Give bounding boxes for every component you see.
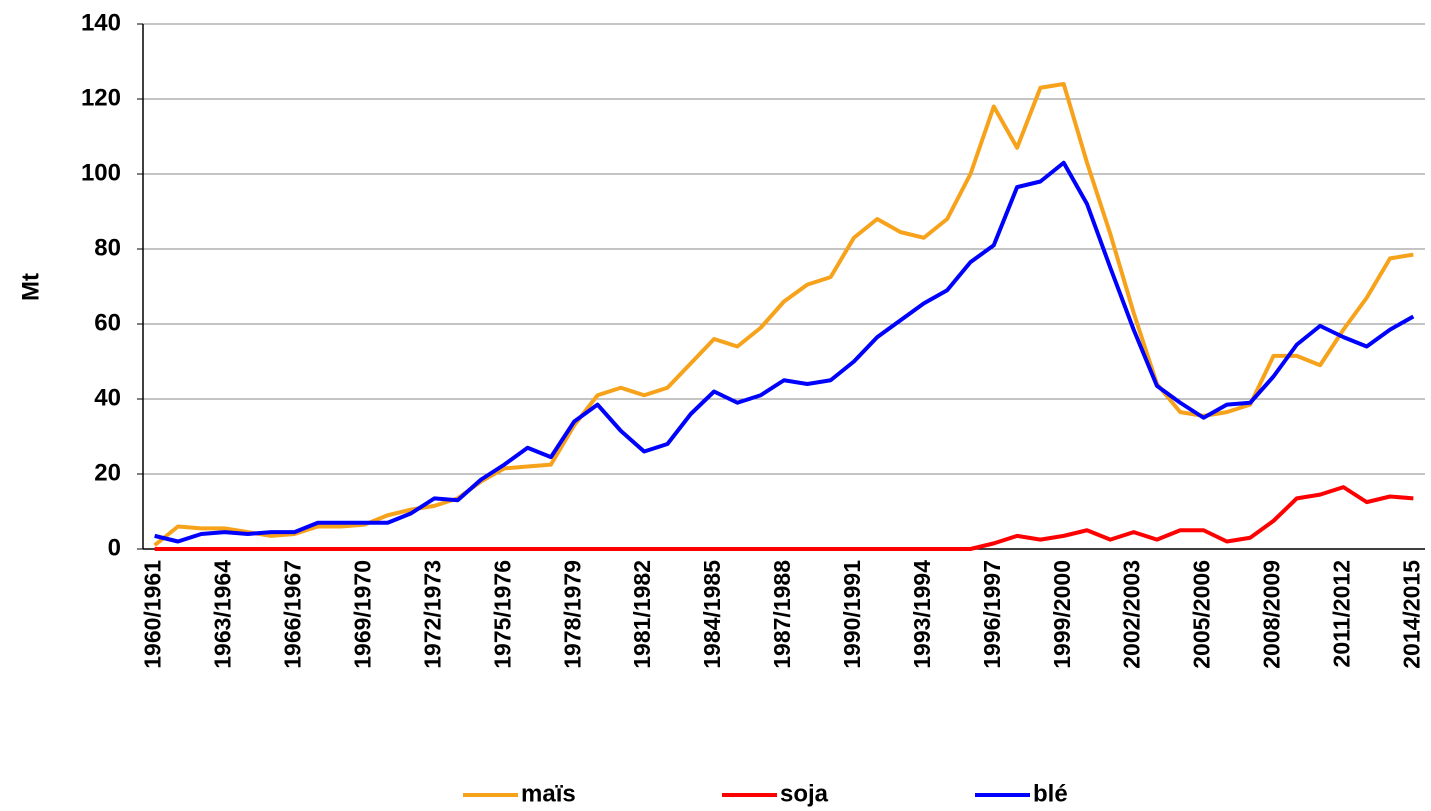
y-tick-label: 20 xyxy=(94,459,121,486)
x-tick-label: 1981/1982 xyxy=(629,560,655,669)
x-tick-label: 1975/1976 xyxy=(489,560,515,669)
y-tick-label: 0 xyxy=(108,534,121,561)
y-tick-label: 80 xyxy=(94,234,121,261)
y-axis-label: Mt xyxy=(17,273,44,301)
x-tick-label: 1963/1964 xyxy=(210,560,236,669)
y-tick-label: 60 xyxy=(94,309,121,336)
x-tick-label: 1990/1991 xyxy=(839,560,865,669)
series-line xyxy=(153,82,1414,547)
x-tick-label: 1966/1967 xyxy=(280,560,306,669)
legend-label: blé xyxy=(1033,780,1068,807)
x-tick-label: 2005/2006 xyxy=(1189,560,1215,669)
x-tick-label: 2002/2003 xyxy=(1119,560,1145,669)
x-tick-label: 1972/1973 xyxy=(419,560,445,669)
y-tick-label: 120 xyxy=(81,84,121,111)
x-tick-label: 1978/1979 xyxy=(559,560,585,669)
x-tick-label: 1987/1988 xyxy=(769,560,795,669)
series-line xyxy=(154,160,1415,544)
x-tick-label: 1999/2000 xyxy=(1049,560,1075,669)
series-line xyxy=(154,485,1414,551)
x-tick-label: 1993/1994 xyxy=(909,560,935,669)
legend-label: maïs xyxy=(521,780,576,807)
x-tick-label: 2008/2009 xyxy=(1259,560,1285,669)
x-tick-label: 1996/1997 xyxy=(979,560,1005,669)
y-tick-label: 140 xyxy=(81,9,121,36)
y-tick-label: 40 xyxy=(94,384,121,411)
y-tick-label: 100 xyxy=(81,159,121,186)
x-tick-label: 2011/2012 xyxy=(1328,560,1354,667)
x-tick-label: 1960/1961 xyxy=(140,560,166,669)
x-tick-label: 2014/2015 xyxy=(1398,560,1424,669)
x-tick-label: 1984/1985 xyxy=(699,560,725,669)
x-tick-label: 1969/1970 xyxy=(350,560,376,669)
legend-label: soja xyxy=(780,780,829,807)
